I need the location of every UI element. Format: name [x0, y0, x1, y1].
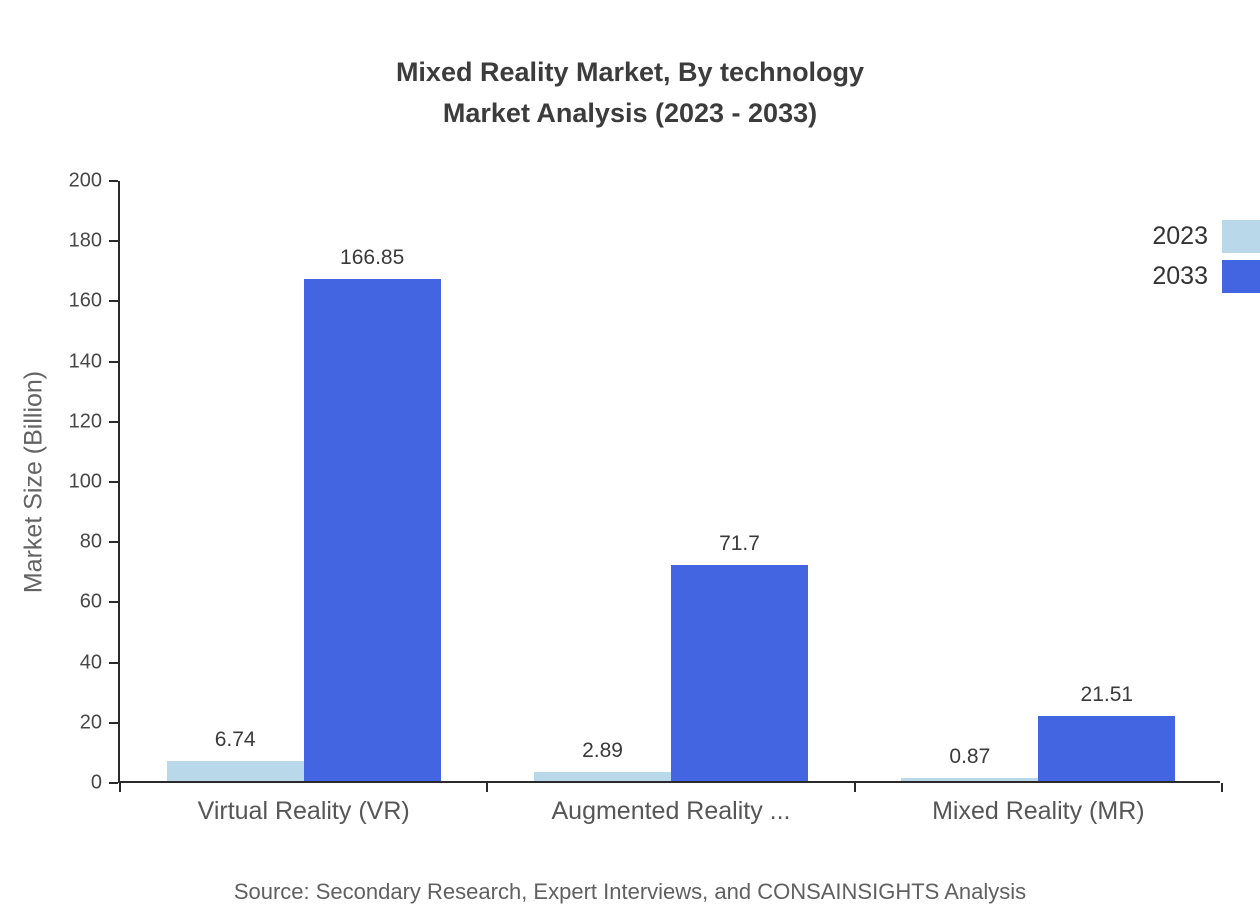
y-tick-mark	[109, 661, 118, 664]
legend-swatch	[1222, 260, 1260, 293]
bar-2023-1	[166, 760, 304, 781]
y-tick-mark	[109, 782, 118, 784]
x-tick-mark	[119, 783, 121, 792]
chart-title: Mixed Reality Market, By technology Mark…	[0, 52, 1260, 134]
y-tick-mark	[109, 300, 118, 303]
bar-2033-1	[303, 278, 441, 781]
x-category-label: Virtual Reality (VR)	[197, 797, 410, 825]
bar-value-label: 71.7	[719, 532, 760, 556]
y-tick-label: 180	[68, 229, 102, 252]
y-tick-mark	[109, 601, 118, 604]
legend: 2023 2033	[1152, 220, 1260, 300]
y-tick-mark	[109, 360, 118, 363]
legend-item-2023: 2023	[1152, 220, 1260, 253]
x-tick-mark	[1221, 783, 1223, 792]
y-tick-mark	[109, 481, 118, 483]
y-tick-label: 160	[68, 289, 102, 312]
bar-2033-2	[671, 565, 808, 781]
chart-title-line2: Market Analysis (2023 - 2033)	[442, 98, 818, 128]
y-tick-label: 60	[79, 590, 102, 613]
y-tick-label: 0	[90, 771, 102, 794]
legend-label: 2023	[1152, 222, 1208, 250]
y-tick-label: 200	[68, 169, 102, 192]
y-tick-mark	[109, 180, 118, 182]
y-tick-mark	[109, 420, 118, 423]
bar-value-label: 6.74	[214, 727, 256, 751]
bar-2033-3	[1038, 716, 1176, 781]
bar-2023-3	[901, 778, 1039, 781]
bar-value-label: 0.87	[949, 745, 991, 769]
y-tick-label: 40	[79, 651, 102, 674]
bar-2023-2	[534, 772, 671, 781]
x-tick-mark	[486, 783, 489, 792]
legend-item-2033: 2033	[1152, 260, 1260, 293]
y-axis-title: Market Size (Billion)	[19, 370, 48, 594]
legend-swatch	[1222, 220, 1260, 253]
x-category-label: Mixed Reality (MR)	[932, 797, 1145, 825]
bar-value-label: 2.89	[582, 739, 623, 763]
chart-title-line1: Mixed Reality Market, By technology	[395, 57, 865, 87]
y-tick-mark	[109, 240, 118, 243]
y-tick-label: 120	[68, 410, 102, 433]
y-tick-label: 80	[79, 530, 102, 553]
y-tick-mark	[109, 721, 118, 724]
x-category-label: Augmented Reality ...	[551, 797, 791, 825]
y-tick-mark	[109, 541, 118, 544]
y-tick-label: 100	[68, 470, 102, 493]
bar-value-label: 166.85	[340, 245, 405, 269]
plot-area: 0 20 40 60 80 100 120 140 160 180 200 Virtual Reali…	[69, 170, 1223, 825]
source-note: Source: Secondary Research, Expert Inter…	[233, 879, 1027, 904]
y-tick-label: 20	[79, 711, 102, 734]
x-tick-mark	[853, 783, 856, 792]
legend-label: 2033	[1152, 262, 1208, 290]
bar-value-label: 21.51	[1080, 683, 1134, 707]
y-tick-label: 140	[68, 350, 102, 373]
